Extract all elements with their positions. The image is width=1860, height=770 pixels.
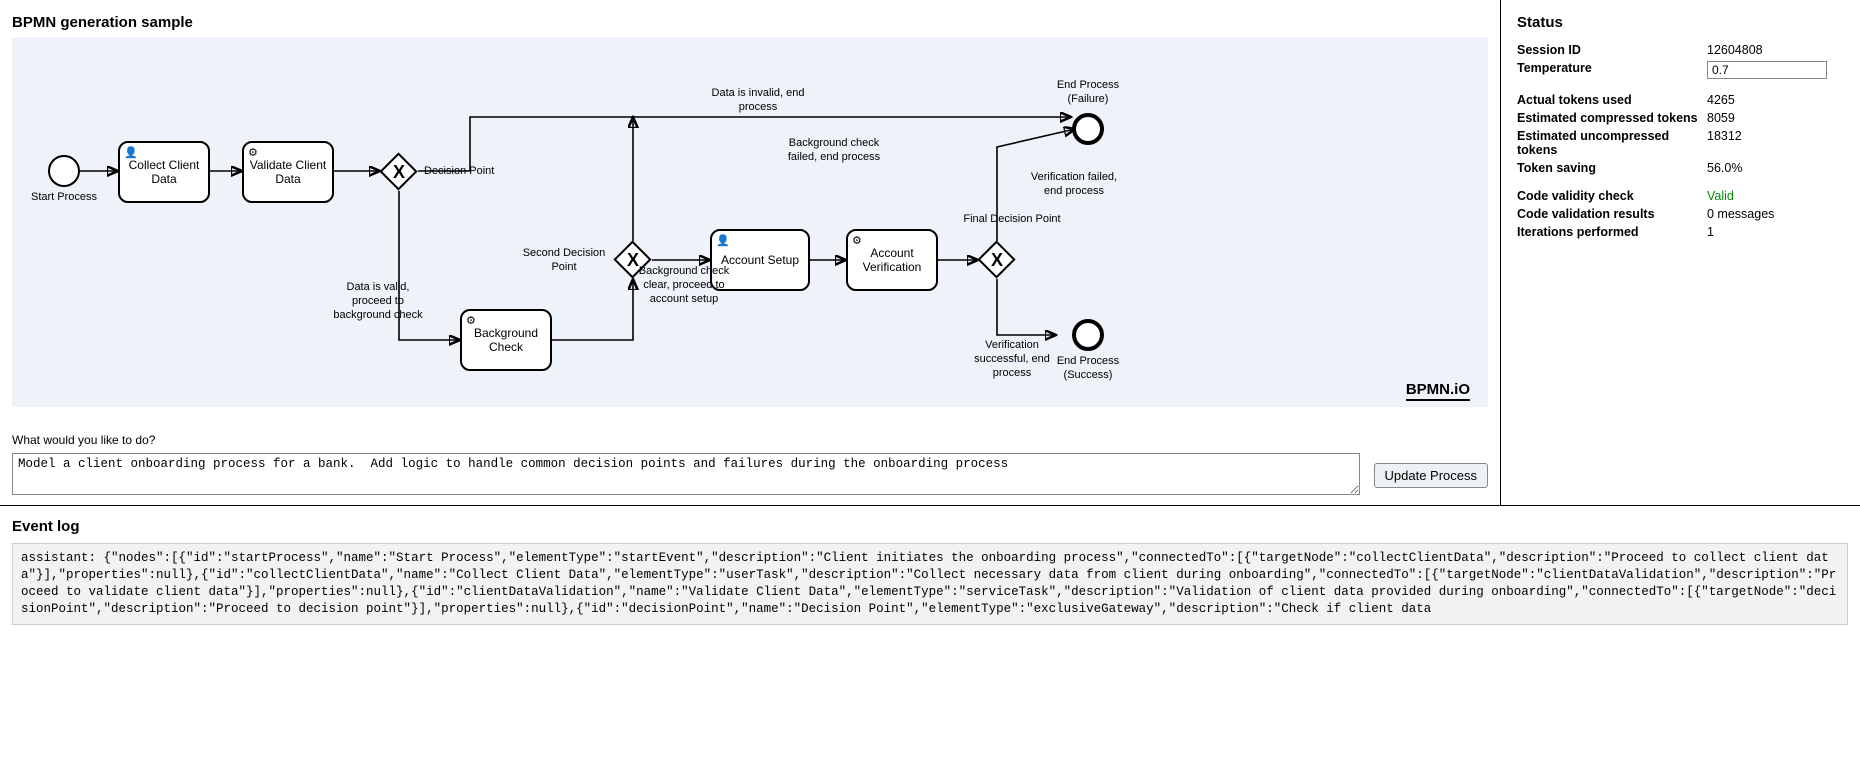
status-value: 4265 bbox=[1707, 93, 1844, 107]
bpmn-flow-label: Second Decision Point bbox=[514, 247, 614, 275]
x-icon: X bbox=[380, 153, 418, 191]
status-key: Estimated uncompressed tokens bbox=[1517, 129, 1707, 157]
event-log-body: assistant: {"nodes":[{"id":"startProcess… bbox=[12, 543, 1848, 625]
bpmn-event[interactable] bbox=[1072, 113, 1104, 145]
update-process-button[interactable]: Update Process bbox=[1374, 463, 1489, 488]
bpmn-flow-label: Data is invalid, end process bbox=[708, 87, 808, 115]
bpmn-flow-label: Background check clear, proceed to accou… bbox=[634, 265, 734, 306]
bpmn-task[interactable]: ⚙Background Check bbox=[460, 309, 552, 371]
bpmn-task[interactable]: ⚙Validate Client Data bbox=[242, 141, 334, 203]
temperature-input[interactable] bbox=[1707, 61, 1827, 79]
bpmn-flow-label: Background check failed, end process bbox=[784, 137, 884, 165]
status-value: 56.0% bbox=[1707, 161, 1844, 175]
page-title: BPMN generation sample bbox=[12, 14, 1488, 31]
bpmn-flow-label: Verification failed, end process bbox=[1024, 171, 1124, 199]
status-panel: Status Session ID12604808 Temperature Ac… bbox=[1500, 0, 1860, 505]
bpmn-flow-label: Verification successful, end process bbox=[962, 339, 1062, 380]
gear-icon: ⚙ bbox=[248, 146, 258, 159]
status-value: 18312 bbox=[1707, 129, 1844, 157]
bpmn-task-label: Collect Client Data bbox=[124, 158, 204, 186]
bpmn-event-label: Start Process bbox=[19, 191, 109, 205]
status-key: Token saving bbox=[1517, 161, 1707, 175]
bpmn-flow-label: Final Decision Point bbox=[962, 213, 1062, 227]
gear-icon: ⚙ bbox=[852, 234, 862, 247]
prompt-label: What would you like to do? bbox=[12, 433, 1488, 447]
status-key: Code validity check bbox=[1517, 189, 1707, 203]
bpmn-task-label: Validate Client Data bbox=[248, 158, 328, 186]
x-icon: X bbox=[978, 241, 1016, 279]
status-heading: Status bbox=[1517, 14, 1844, 31]
bpmn-event-label: End Process (Failure) bbox=[1043, 79, 1133, 107]
status-value: 8059 bbox=[1707, 111, 1844, 125]
main-pane: BPMN generation sample BPMN.iO Start Pro… bbox=[0, 0, 1500, 505]
status-key: Estimated compressed tokens bbox=[1517, 111, 1707, 125]
bpmn-flow-label: Data is valid, proceed to background che… bbox=[328, 281, 428, 322]
status-value: Valid bbox=[1707, 189, 1844, 203]
user-icon: 👤 bbox=[124, 146, 138, 159]
event-log-heading: Event log bbox=[12, 518, 1848, 535]
status-key: Session ID bbox=[1517, 43, 1707, 57]
bpmn-gateway[interactable]: X bbox=[978, 241, 1016, 279]
bpmn-task-label: Account Verification bbox=[852, 246, 932, 274]
bpmn-task[interactable]: ⚙Account Verification bbox=[846, 229, 938, 291]
status-value: 0 messages bbox=[1707, 207, 1844, 221]
event-log-section: Event log assistant: {"nodes":[{"id":"st… bbox=[0, 506, 1860, 625]
bpmn-logo: BPMN.iO bbox=[1406, 381, 1470, 401]
status-value: 1 bbox=[1707, 225, 1844, 239]
user-icon: 👤 bbox=[716, 234, 730, 247]
status-value: 12604808 bbox=[1707, 43, 1844, 57]
status-key: Iterations performed bbox=[1517, 225, 1707, 239]
prompt-input[interactable] bbox=[12, 453, 1360, 495]
bpmn-task[interactable]: 👤Collect Client Data bbox=[118, 141, 210, 203]
bpmn-diagram[interactable]: BPMN.iO Start Process End Process (Failur… bbox=[12, 37, 1488, 407]
temperature-label: Temperature bbox=[1517, 61, 1707, 79]
status-key: Code validation results bbox=[1517, 207, 1707, 221]
bpmn-gateway-label: Decision Point bbox=[424, 165, 494, 179]
status-key: Actual tokens used bbox=[1517, 93, 1707, 107]
bpmn-event[interactable] bbox=[1072, 319, 1104, 351]
gear-icon: ⚙ bbox=[466, 314, 476, 327]
bpmn-task-label: Background Check bbox=[466, 326, 546, 354]
bpmn-gateway[interactable]: X bbox=[380, 153, 418, 191]
bpmn-event[interactable] bbox=[48, 155, 80, 187]
